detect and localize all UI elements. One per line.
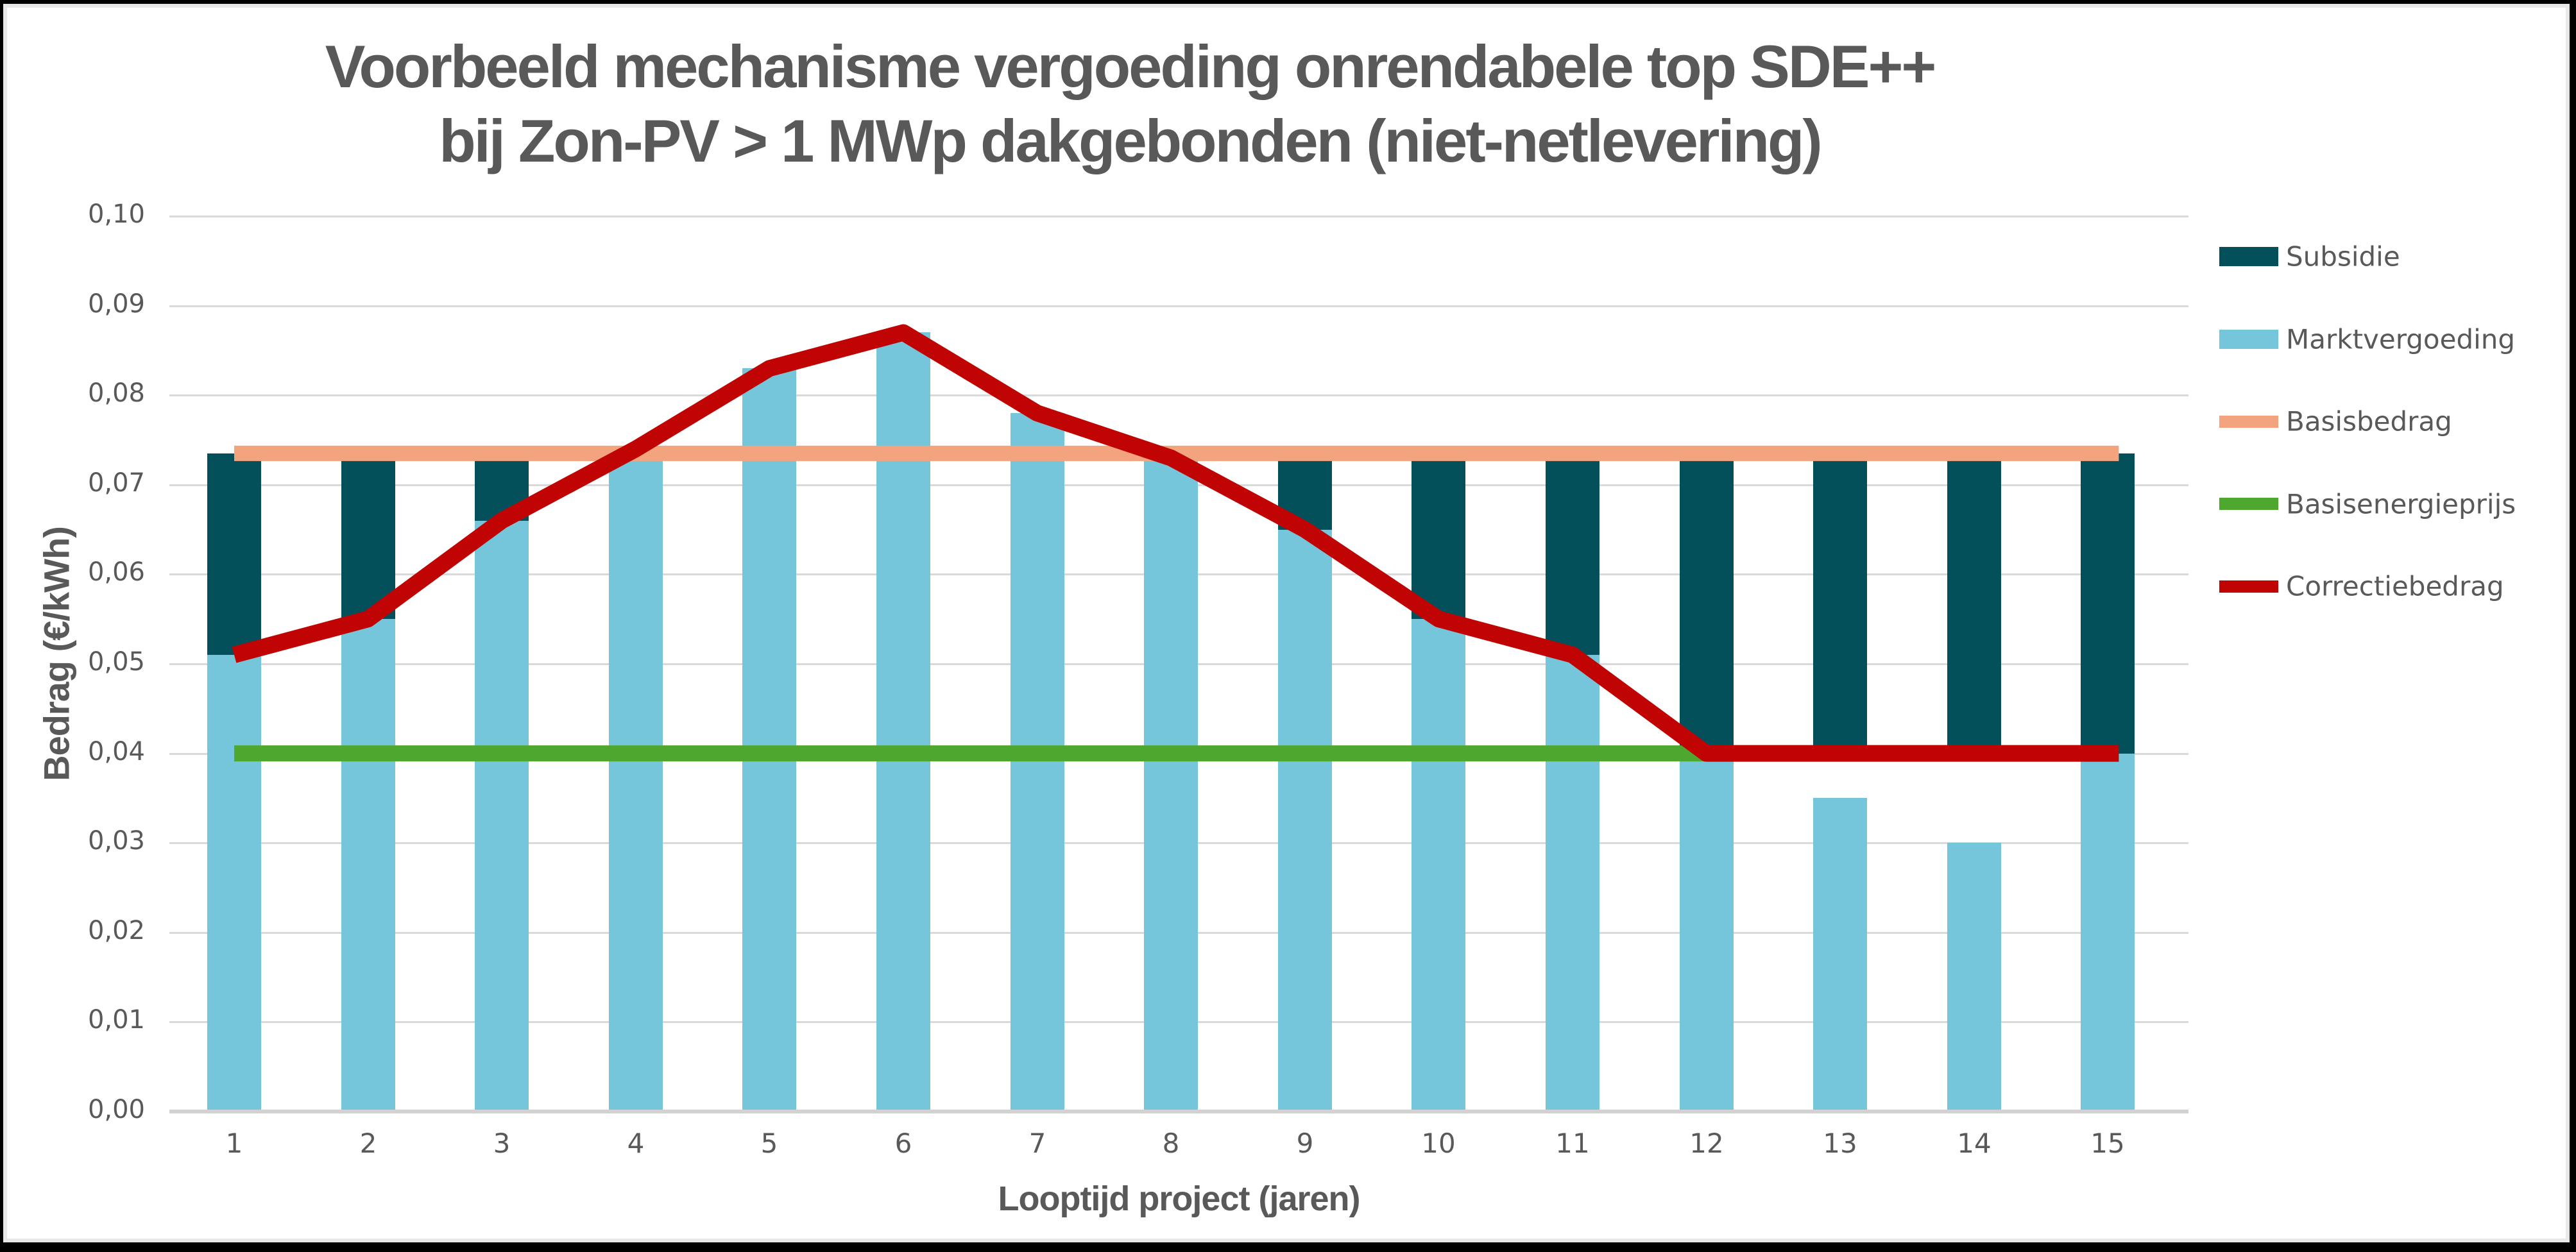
chart-frame: Voorbeeld mechanisme vergoeding onrendab… [3,4,2570,1242]
x-tick-label-9: 9 [1296,1128,1314,1159]
x-tick-label-4: 4 [627,1128,645,1159]
chart-title: Voorbeeld mechanisme vergoeding onrendab… [200,30,2060,178]
legend-swatch-rect-icon [2219,329,2278,349]
legend-label: Marktvergoeding [2286,323,2516,355]
legend-swatch-line-icon [2219,415,2278,428]
bar-subsidie-year-11[interactable] [1546,453,1599,655]
bar-subsidie-year-12[interactable] [1680,453,1734,754]
x-tick-label-11: 11 [1555,1128,1590,1159]
x-tick-label-1: 1 [225,1128,243,1159]
line-correctiebedrag[interactable] [232,324,2119,762]
bar-marktvergoeding-year-3[interactable] [475,521,529,1112]
bar-marktvergoeding-year-7[interactable] [1011,413,1064,1112]
legend-item-correctiebedrag[interactable]: Correctiebedrag [2219,567,2566,605]
bar-marktvergoeding-year-5[interactable] [742,368,796,1112]
bar-subsidie-year-1[interactable] [207,453,261,655]
x-tick-label-5: 5 [760,1128,778,1159]
bar-subsidie-year-15[interactable] [2081,453,2135,754]
gridline-0,10 [169,216,2188,217]
chart-title-line2: bij Zon-PV > 1 MWp dakgebonden (niet-net… [439,106,1822,174]
legend-swatch-rect-icon [2219,247,2278,266]
bar-subsidie-year-13[interactable] [1813,453,1867,754]
x-tick-label-14: 14 [1957,1128,1992,1159]
bar-marktvergoeding-year-12[interactable] [1680,758,1734,1112]
x-tick-label-3: 3 [493,1128,511,1159]
bar-marktvergoeding-year-13[interactable] [1813,798,1867,1112]
legend-item-basisbedrag[interactable]: Basisbedrag [2219,402,2566,441]
y-tick-label: 0,08 [87,378,145,408]
y-tick-label: 0,01 [87,1005,145,1035]
bar-marktvergoeding-year-14[interactable] [1947,843,2001,1112]
legend-label: Basisbedrag [2286,405,2452,437]
bar-marktvergoeding-year-2[interactable] [341,619,395,1112]
y-tick-label: 0,06 [87,557,145,587]
legend-label: Subsidie [2286,241,2400,273]
bar-marktvergoeding-year-1[interactable] [207,655,261,1112]
legend-item-basisenergieprijs[interactable]: Basisenergieprijs [2219,485,2566,523]
legend-label: Correctiebedrag [2286,570,2504,602]
y-tick-label: 0,00 [87,1095,145,1124]
bar-marktvergoeding-year-9[interactable] [1278,530,1332,1112]
bar-marktvergoeding-year-11[interactable] [1546,655,1599,1112]
x-tick-label-2: 2 [359,1128,377,1159]
bar-subsidie-year-14[interactable] [1947,453,2001,754]
x-tick-label-13: 13 [1823,1128,1857,1159]
x-tick-label-12: 12 [1689,1128,1724,1159]
x-tick-label-8: 8 [1162,1128,1180,1159]
bar-marktvergoeding-year-8[interactable] [1144,458,1198,1112]
y-tick-label: 0,02 [87,916,145,945]
gridline-0,09 [169,305,2188,307]
bar-marktvergoeding-year-4[interactable] [609,449,663,1112]
y-tick-label: 0,10 [87,199,145,229]
bar-marktvergoeding-year-10[interactable] [1412,619,1465,1112]
chart-title-line1: Voorbeeld mechanisme vergoeding onrendab… [325,33,1936,100]
legend-item-subsidie[interactable]: Subsidie [2219,237,2566,276]
y-tick-label: 0,07 [87,468,145,498]
x-tick-label-15: 15 [2090,1128,2125,1159]
y-tick-label: 0,03 [87,826,145,856]
bar-marktvergoeding-year-15[interactable] [2081,754,2135,1112]
x-tick-label-10: 10 [1421,1128,1456,1159]
y-tick-label: 0,04 [87,737,145,766]
line-series-layer [232,324,2119,762]
x-tick-label-6: 6 [894,1128,912,1159]
x-tick-label-7: 7 [1028,1128,1046,1159]
legend-swatch-line-icon [2219,498,2278,510]
y-tick-label: 0,09 [87,289,145,319]
bar-subsidie-year-10[interactable] [1412,453,1465,619]
chart-area: Voorbeeld mechanisme vergoeding onrendab… [7,8,2567,1236]
bar-subsidie-year-2[interactable] [341,453,395,619]
bar-marktvergoeding-year-6[interactable] [876,332,930,1112]
y-tick-label: 0,05 [87,647,145,677]
x-axis-title: Looptijd project (jaren) [998,1180,1361,1218]
legend-label: Basisenergieprijs [2286,488,2516,520]
legend-swatch-line-icon [2219,580,2278,593]
x-axis-line [169,1110,2188,1113]
legend-item-marktvergoeding[interactable]: Marktvergoeding [2219,320,2566,359]
gridline-0,08 [169,394,2188,396]
